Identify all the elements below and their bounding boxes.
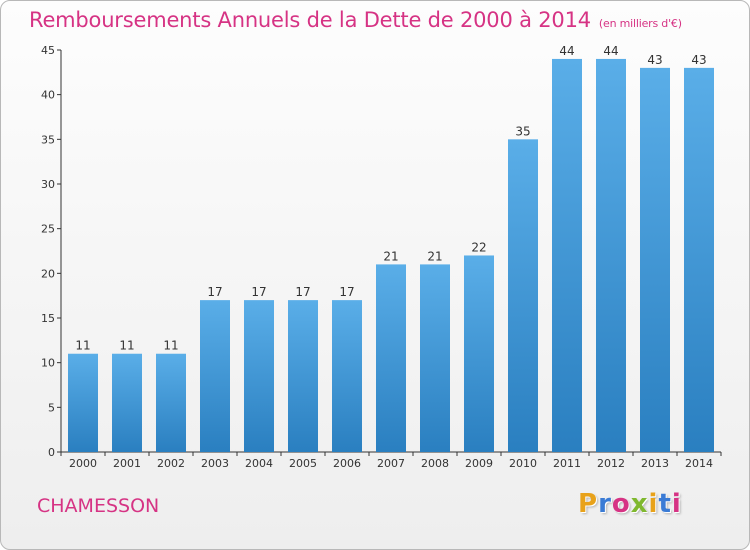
x-tick-label: 2007 [377, 457, 405, 470]
data-label: 21 [427, 249, 442, 263]
bar [640, 67, 670, 452]
bar [376, 264, 406, 452]
y-tick-label: 45 [41, 44, 55, 57]
x-tick-label: 2008 [421, 457, 449, 470]
x-tick-label: 2011 [553, 457, 581, 470]
bar [464, 255, 494, 452]
data-label: 11 [119, 339, 134, 353]
logo-letter: x [630, 489, 649, 519]
logo-letter: i [648, 489, 659, 519]
x-tick-label: 2012 [597, 457, 625, 470]
x-tick-label: 2005 [289, 457, 317, 470]
x-tick-label: 2003 [201, 457, 229, 470]
logo-letter: o [611, 489, 631, 519]
data-label: 21 [383, 249, 398, 263]
place-name: CHAMESSON [37, 495, 160, 517]
bar [200, 300, 230, 452]
y-tick-label: 20 [41, 267, 55, 280]
bar [244, 300, 274, 452]
data-label: 17 [251, 285, 266, 299]
data-label: 22 [471, 240, 486, 254]
chart-title: Remboursements Annuels de la Dette de 20… [29, 8, 682, 32]
y-tick-label: 0 [48, 446, 55, 459]
data-label: 35 [515, 124, 530, 138]
logo-letter: i [671, 489, 682, 519]
x-tick-label: 2004 [245, 457, 273, 470]
bar-chart: 0 5 10 15 20 25 30 35 40 45 11 2000 11 2001 11 2002 17 20… [41, 44, 722, 470]
x-tick-label: 2010 [509, 457, 537, 470]
bar [420, 264, 450, 452]
y-tick-label: 15 [41, 312, 55, 325]
x-tick-label: 2001 [113, 457, 141, 470]
y-tick-label: 5 [48, 401, 55, 414]
data-label: 44 [559, 44, 574, 58]
x-tick-label: 2000 [69, 457, 97, 470]
bar [112, 353, 142, 452]
logo-letter: t [658, 489, 672, 519]
proxiti-logo: Proxiti [578, 489, 682, 519]
x-tick-label: 2009 [465, 457, 493, 470]
y-tick-label: 35 [41, 133, 55, 146]
data-label: 43 [691, 53, 706, 67]
x-tick-label: 2014 [685, 457, 713, 470]
chart-subtitle: (en milliers d'€) [598, 17, 682, 30]
x-tick-label: 2002 [157, 457, 185, 470]
bar [552, 58, 582, 452]
bar [156, 353, 186, 452]
data-label: 44 [603, 44, 618, 58]
chart-title-text: Remboursements Annuels de la Dette de 20… [29, 8, 591, 32]
bar [68, 353, 98, 452]
bar [332, 300, 362, 452]
data-label: 17 [339, 285, 354, 299]
bar [508, 139, 538, 453]
logo-letter: P [578, 489, 599, 519]
y-tick-label: 25 [41, 223, 55, 236]
data-label: 11 [163, 339, 178, 353]
y-tick-label: 30 [41, 178, 55, 191]
bar [596, 58, 626, 452]
x-tick-label: 2013 [641, 457, 669, 470]
x-tick-label: 2006 [333, 457, 361, 470]
logo-letter: r [598, 489, 612, 519]
data-label: 11 [75, 339, 90, 353]
data-label: 43 [647, 53, 662, 67]
data-label: 17 [295, 285, 310, 299]
data-label: 17 [207, 285, 222, 299]
y-tick-label: 40 [41, 89, 55, 102]
bar [288, 300, 318, 452]
bar [684, 67, 714, 452]
y-tick-label: 10 [41, 357, 55, 370]
